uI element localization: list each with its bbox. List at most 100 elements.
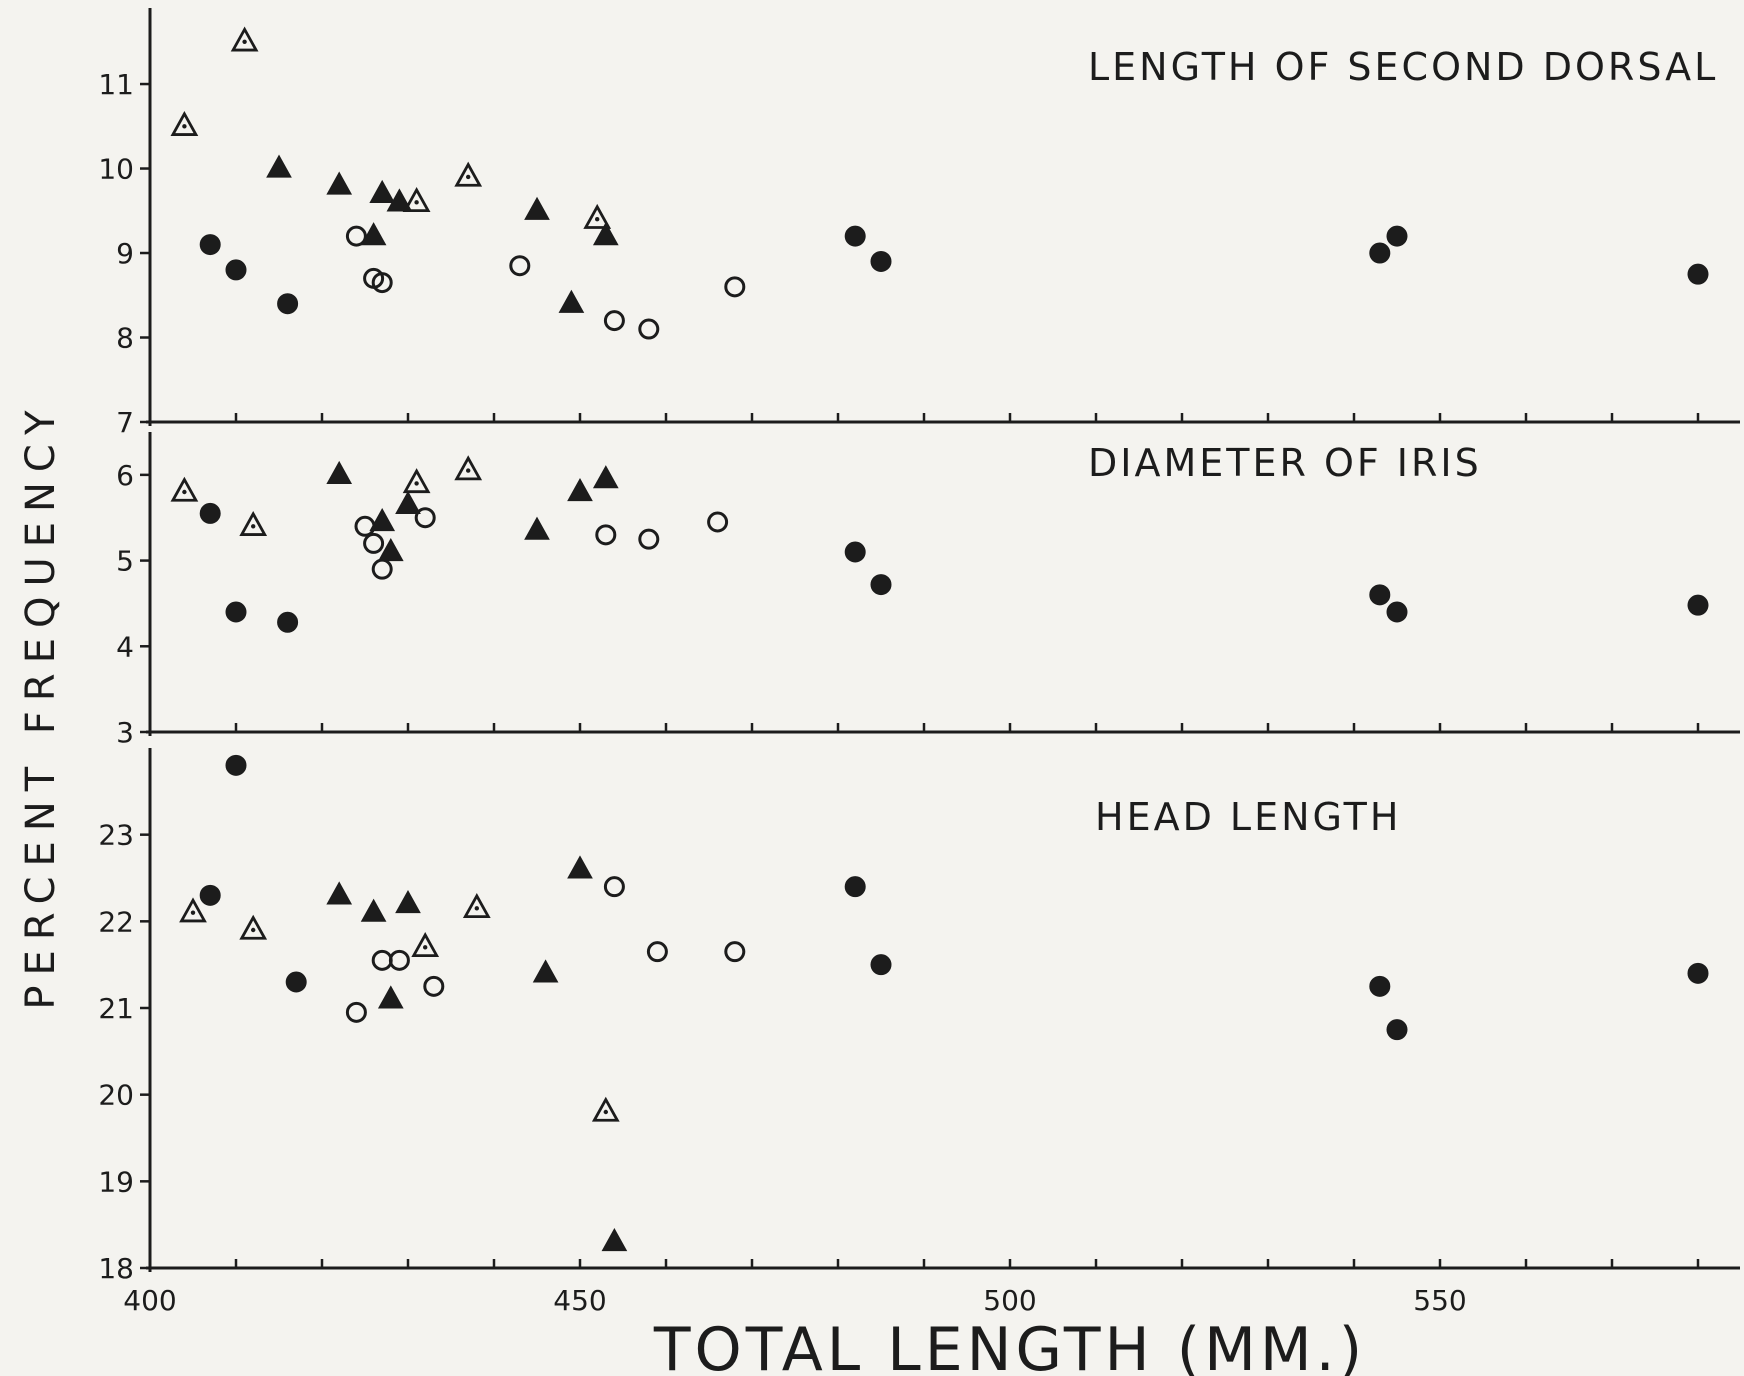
filled-triangle-point (377, 538, 404, 562)
filled-triangle-point (266, 154, 292, 178)
filled-triangle-point (377, 985, 404, 1009)
open-circle-point (371, 272, 393, 294)
filled-circle-point (1369, 242, 1391, 264)
filled-triangle-point (360, 898, 387, 922)
x-tick-label: 500 (983, 1284, 1036, 1317)
y-tick-label: 22 (98, 905, 134, 938)
y-tick-label: 18 (98, 1252, 134, 1285)
open-circle-point (724, 276, 746, 298)
open-triangle-point-center-dot (242, 39, 247, 44)
open-triangle-point-center-dot (414, 481, 419, 486)
open-triangle-point-center-dot (251, 927, 256, 933)
x-tick-label: 450 (553, 1284, 606, 1317)
open-triangle-point (179, 897, 207, 923)
open-triangle-point-center-dot (466, 468, 471, 473)
filled-circle-point (285, 971, 307, 993)
open-triangle-point-center-dot (603, 1109, 608, 1115)
open-triangle-point (402, 187, 431, 213)
filled-triangle-point (567, 478, 593, 502)
filled-circle-point (225, 259, 247, 281)
open-triangle-point-center-dot (182, 124, 187, 129)
open-triangle-point (239, 510, 268, 536)
panel-title: LENGTH OF SECOND DORSAL (1088, 45, 1718, 89)
open-circle-point (371, 558, 393, 580)
open-triangle-point-center-dot (414, 200, 419, 205)
open-circle-point (423, 975, 445, 997)
filled-triangle-point (558, 289, 585, 313)
panel-title: DIAMETER OF IRIS (1088, 441, 1482, 485)
y-tick-label: 23 (98, 819, 134, 852)
filled-triangle-point (326, 460, 353, 484)
open-circle-point (595, 524, 617, 546)
filled-circle-point (844, 225, 866, 247)
y-tick-label: 4 (116, 630, 134, 663)
y-tick-label: 19 (98, 1165, 134, 1198)
panel-1: 7 8 9 10 11 LENGTH OF SECOND DORSAL (98, 8, 1740, 439)
filled-circle-point (1369, 975, 1391, 997)
open-triangle-point (454, 161, 483, 187)
filled-circle-point (1687, 263, 1709, 285)
filled-circle-point (225, 754, 247, 776)
filled-triangle-point (369, 179, 396, 204)
y-tick-label: 10 (98, 153, 134, 186)
filled-circle-point (199, 234, 221, 256)
open-triangle-point (591, 1096, 620, 1122)
y-axis-title: PERCENT FREQUENCY (18, 400, 64, 1009)
filled-triangle-point (395, 890, 421, 914)
y-tick-label: 8 (116, 322, 134, 355)
open-circle-point (724, 941, 746, 963)
filled-circle-point (277, 293, 299, 315)
open-circle-point (354, 515, 376, 537)
open-triangle-point-center-dot (190, 910, 196, 915)
filled-circle-point (1687, 962, 1709, 984)
filled-triangle-point (592, 465, 619, 489)
x-tick-label: 400 (123, 1284, 176, 1317)
open-triangle-point (170, 110, 199, 136)
open-triangle-point-center-dot (182, 489, 187, 495)
y-tick-label: 7 (116, 406, 134, 439)
filled-circle-point (1369, 584, 1391, 606)
panel-2: 3 4 5 6 DIAMETER OF IRIS (116, 432, 1740, 749)
open-triangle-point (170, 476, 199, 502)
open-triangle-point-center-dot (423, 945, 428, 950)
open-triangle-point (230, 26, 259, 52)
filled-circle-point (844, 541, 866, 563)
filled-circle-point (1386, 1019, 1408, 1041)
panel-title: HEAD LENGTH (1095, 795, 1401, 839)
open-circle-point (388, 949, 410, 971)
filled-circle-point (870, 250, 892, 272)
open-triangle-point-center-dot (595, 217, 600, 222)
filled-triangle-point (326, 171, 353, 195)
filled-triangle-point (386, 188, 413, 212)
y-tick-label: 11 (98, 68, 134, 101)
open-triangle-point (402, 468, 431, 494)
open-circle-point (646, 941, 668, 963)
open-triangle-point (239, 914, 268, 940)
open-circle-point (371, 949, 393, 971)
y-tick-label: 20 (98, 1079, 134, 1112)
open-triangle-point (454, 455, 483, 481)
filled-circle-point (277, 611, 299, 633)
y-tick-label: 5 (116, 545, 134, 578)
filled-circle-point (1386, 225, 1408, 247)
filled-triangle-point (592, 222, 619, 246)
filled-triangle-point (360, 222, 387, 246)
filled-triangle-point (567, 855, 593, 879)
filled-circle-point (1386, 601, 1408, 623)
x-tick-label: 550 (1413, 1284, 1466, 1317)
open-triangle-point-center-dot (474, 906, 479, 911)
x-axis-title: TOTAL LENGTH (MM.) (653, 1315, 1366, 1376)
filled-circle-point (199, 502, 221, 524)
filled-triangle-point (524, 516, 550, 540)
y-tick-label: 6 (116, 459, 134, 492)
open-triangle-point-center-dot (466, 174, 471, 180)
open-circle-point (638, 318, 660, 340)
filled-triangle-point (601, 1228, 628, 1252)
filled-triangle-point (326, 881, 353, 905)
y-tick-label: 21 (98, 992, 134, 1025)
open-circle-point (345, 225, 367, 247)
open-triangle-point (411, 932, 440, 958)
filled-circle-point (225, 601, 247, 623)
filled-circle-point (199, 884, 221, 906)
